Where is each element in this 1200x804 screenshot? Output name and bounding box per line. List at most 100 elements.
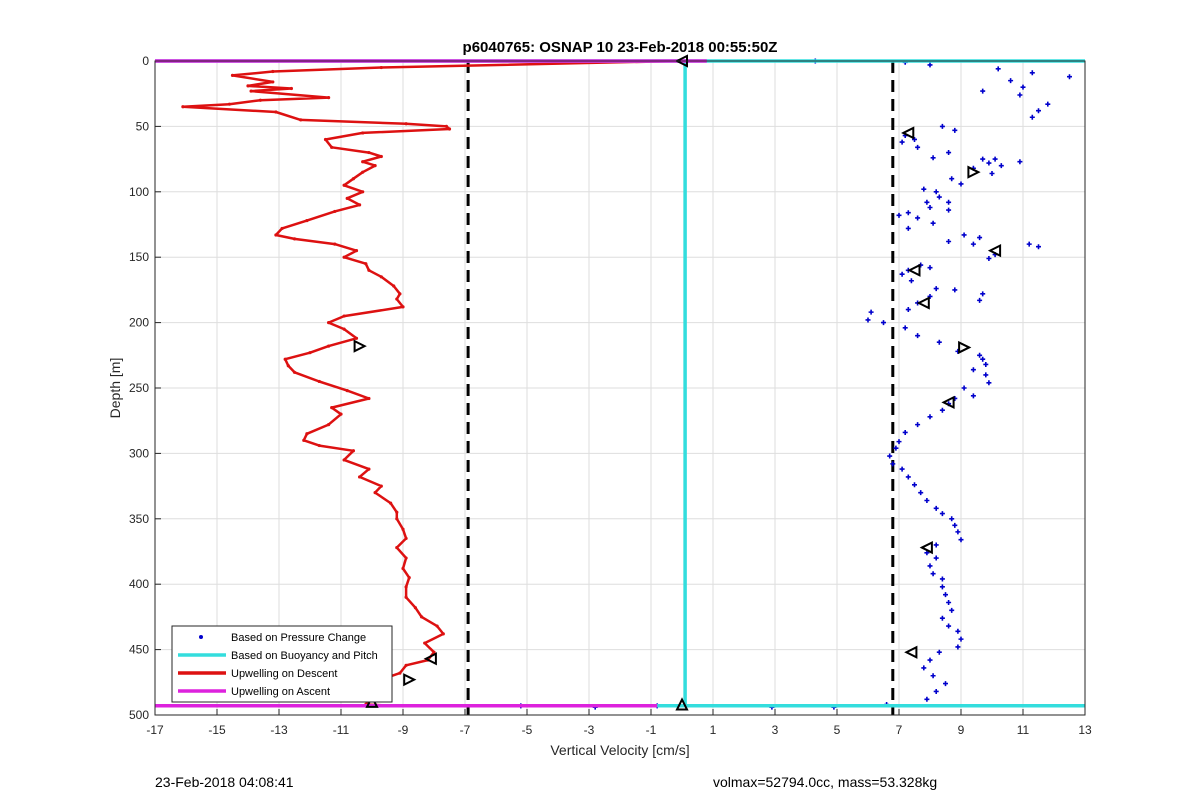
data-point-upwelling-on-descent: [420, 615, 424, 619]
data-point-based-on-pressure-change: [887, 453, 893, 459]
data-point-based-on-pressure-change: [1008, 78, 1014, 84]
x-tick-label: 1: [710, 723, 717, 737]
data-point-based-on-pressure-change: [1045, 101, 1051, 107]
data-point-based-on-pressure-change: [905, 474, 911, 480]
data-point-upwelling-on-descent: [361, 170, 365, 174]
data-point-based-on-pressure-change: [961, 232, 967, 238]
turn-marker-triangle-left: [904, 645, 918, 659]
data-point-based-on-pressure-change: [918, 490, 924, 496]
data-point-based-on-pressure-change: [980, 88, 986, 94]
data-point-based-on-pressure-change: [986, 160, 992, 166]
footer-volmax-mass: volmax=52794.0cc, mass=53.328kg: [713, 774, 938, 790]
data-point-based-on-pressure-change: [995, 66, 1001, 72]
data-point-based-on-pressure-change: [1067, 74, 1072, 80]
x-tick-label: -17: [146, 723, 164, 737]
data-point-upwelling-on-descent: [395, 517, 399, 521]
y-tick-label: 150: [129, 250, 149, 264]
data-point-upwelling-on-descent: [317, 379, 321, 384]
data-point-based-on-pressure-change: [868, 309, 874, 315]
data-point-upwelling-on-descent: [367, 467, 371, 471]
x-tick-label: 5: [834, 723, 841, 737]
data-point-based-on-pressure-change: [977, 352, 983, 358]
data-point-upwelling-on-descent: [181, 105, 185, 109]
data-point-based-on-pressure-change: [899, 271, 905, 277]
data-point-based-on-pressure-change: [977, 297, 983, 303]
data-point-upwelling-on-descent: [345, 196, 349, 200]
data-point-upwelling-on-descent: [292, 237, 297, 241]
data-point-upwelling-on-descent: [271, 69, 275, 74]
data-point-upwelling-on-descent: [401, 527, 405, 531]
data-point-upwelling-on-descent: [354, 249, 359, 253]
data-point-based-on-pressure-change: [986, 256, 992, 262]
data-point-based-on-pressure-change: [905, 225, 911, 231]
data-point-upwelling-on-descent: [283, 357, 287, 361]
data-point-upwelling-on-descent: [305, 218, 309, 223]
data-point-based-on-pressure-change: [946, 239, 952, 245]
data-point-upwelling-on-descent: [395, 297, 399, 301]
data-point-upwelling-on-descent: [364, 262, 368, 266]
data-point-upwelling-on-descent: [395, 510, 399, 514]
footer-timestamp: 23-Feb-2018 04:08:41: [155, 774, 294, 790]
turn-marker-triangle-right: [403, 673, 417, 687]
data-point-based-on-pressure-change: [946, 623, 952, 629]
y-tick-label: 350: [129, 512, 149, 526]
y-tick-label: 500: [129, 708, 149, 722]
data-point-based-on-pressure-change: [921, 665, 927, 671]
data-point-upwelling-on-descent: [404, 663, 408, 667]
data-point-upwelling-on-descent: [327, 344, 331, 348]
data-point-based-on-pressure-change: [915, 215, 921, 221]
data-point-upwelling-on-descent: [404, 556, 408, 560]
turn-marker-triangle-left: [901, 126, 915, 140]
data-point-based-on-pressure-change: [998, 163, 1004, 169]
data-point-upwelling-on-descent: [308, 351, 312, 355]
x-tick-label: -11: [333, 723, 350, 737]
data-point-based-on-pressure-change: [933, 505, 939, 511]
data-point-based-on-pressure-change: [899, 139, 905, 145]
data-point-upwelling-on-descent: [339, 412, 343, 416]
data-point-upwelling-on-descent: [389, 501, 393, 505]
y-tick-label: 250: [129, 381, 149, 395]
data-point-based-on-pressure-change: [924, 696, 930, 702]
data-point-based-on-pressure-change: [1020, 84, 1026, 90]
data-point-based-on-pressure-change: [933, 542, 939, 548]
data-point-upwelling-on-descent: [230, 73, 235, 77]
data-point-based-on-pressure-change: [905, 307, 911, 313]
data-point-based-on-pressure-change: [958, 636, 964, 642]
x-tick-label: 13: [1078, 723, 1092, 737]
data-point-based-on-pressure-change: [902, 325, 908, 331]
data-point-upwelling-on-descent: [327, 96, 331, 100]
y-tick-label: 0: [142, 54, 149, 68]
data-point-upwelling-on-descent: [367, 150, 371, 155]
data-point-based-on-pressure-change: [930, 673, 936, 679]
data-point-upwelling-on-descent: [404, 122, 408, 126]
data-point-based-on-pressure-change: [992, 156, 998, 162]
data-point-based-on-pressure-change: [921, 186, 927, 192]
data-point-upwelling-on-descent: [401, 566, 405, 571]
data-point-based-on-pressure-change: [936, 339, 942, 345]
data-point-based-on-pressure-change: [930, 571, 936, 577]
data-point-upwelling-on-descent: [423, 641, 427, 645]
data-point-based-on-pressure-change: [927, 563, 933, 569]
data-point-based-on-pressure-change: [958, 537, 964, 543]
data-point-upwelling-on-descent: [342, 327, 346, 331]
data-point-upwelling-on-descent: [227, 102, 231, 106]
data-point-based-on-pressure-change: [930, 220, 936, 226]
data-point-based-on-pressure-change: [1017, 159, 1023, 165]
data-point-based-on-pressure-change: [955, 529, 961, 535]
data-point-based-on-pressure-change: [1036, 108, 1041, 114]
data-point-upwelling-on-descent: [441, 632, 445, 636]
data-point-upwelling-on-descent: [274, 110, 278, 114]
turn-marker-triangle-left: [907, 263, 921, 277]
data-point-based-on-pressure-change: [943, 592, 948, 598]
data-point-upwelling-on-descent: [342, 458, 346, 462]
y-tick-label: 400: [129, 577, 149, 591]
data-point-based-on-pressure-change: [915, 144, 921, 150]
data-point-upwelling-on-descent: [345, 389, 349, 393]
data-point-based-on-pressure-change: [949, 516, 955, 522]
data-point-upwelling-on-descent: [435, 624, 439, 628]
y-tick-label: 200: [129, 316, 149, 330]
data-point-upwelling-on-descent: [351, 449, 355, 453]
data-point-upwelling-on-descent: [342, 255, 346, 259]
data-point-upwelling-on-descent: [367, 268, 371, 272]
x-tick-label: 7: [896, 723, 903, 737]
